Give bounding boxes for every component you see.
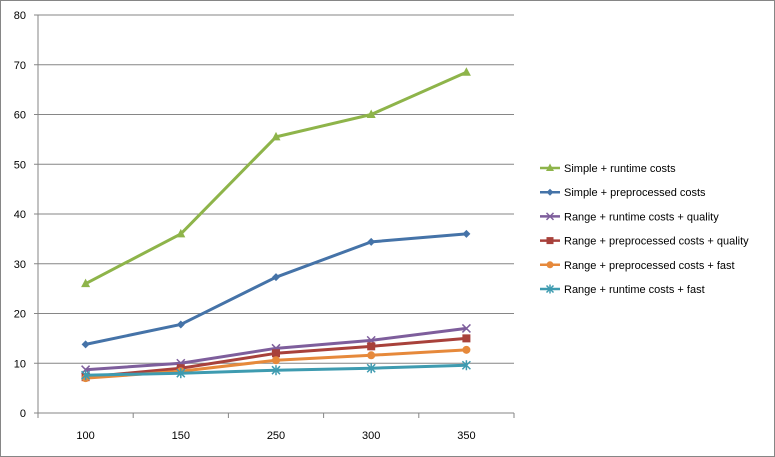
data-point	[81, 340, 90, 349]
legend-label: Simple + runtime costs	[564, 163, 676, 175]
legend-item: Simple + runtime costs	[540, 163, 676, 175]
y-tick-label: 0	[20, 408, 26, 420]
data-point	[462, 334, 471, 343]
legend-marker	[546, 261, 554, 269]
series-line	[85, 232, 467, 346]
legend-item: Range + runtime costs + quality	[540, 211, 719, 223]
y-tick-label: 40	[14, 209, 26, 221]
data-point	[461, 67, 471, 76]
data-point	[271, 365, 281, 376]
data-point	[367, 351, 376, 360]
data-point	[462, 229, 471, 238]
data-point	[272, 356, 280, 365]
data-point	[462, 345, 471, 354]
data-point	[461, 360, 471, 371]
data-point	[367, 342, 376, 351]
data-point	[461, 323, 471, 333]
data-point	[366, 109, 376, 118]
data-point	[176, 320, 185, 329]
y-tick-label: 60	[14, 110, 26, 122]
y-tick-label: 20	[14, 309, 26, 321]
legend-item: Range + preprocessed costs + fast	[540, 260, 735, 272]
legend-marker	[546, 163, 554, 171]
data-point	[81, 370, 91, 381]
legend-item: Simple + preprocessed costs	[540, 187, 706, 199]
legend-marker	[545, 284, 555, 294]
x-tick-label: 300	[362, 430, 380, 442]
data-point	[272, 273, 280, 282]
axes: 0 10 20 30 40 50 60 70 80 100 150 250 300 350	[14, 10, 515, 442]
gridlines	[38, 14, 514, 364]
data-point	[366, 363, 376, 374]
series-0	[81, 67, 471, 288]
legend-label: Simple + preprocessed costs	[564, 187, 706, 199]
legend-item: Range + runtime costs + fast	[540, 284, 705, 296]
data-point	[81, 278, 91, 288]
series-line	[84, 70, 468, 285]
data-point	[272, 349, 280, 358]
data-point	[176, 228, 186, 238]
data-point	[367, 237, 376, 246]
series	[81, 67, 471, 383]
y-tick-label: 30	[14, 259, 26, 271]
legend-marker	[546, 237, 554, 245]
legend-label: Range + preprocessed costs + quality	[564, 236, 749, 248]
y-tick-label: 10	[14, 358, 26, 370]
legend-label: Range + runtime costs + fast	[564, 284, 705, 296]
series-5	[81, 360, 471, 381]
x-tick-label: 150	[172, 430, 190, 442]
y-tick-label: 50	[14, 159, 26, 171]
legend-marker	[545, 212, 555, 221]
data-point	[271, 131, 281, 141]
data-point	[176, 368, 186, 379]
x-tick-label: 250	[267, 430, 285, 442]
x-tick-label: 100	[76, 430, 94, 442]
y-tick-label: 80	[14, 10, 26, 22]
legend: Simple + runtime costs Simple + preproces…	[540, 163, 749, 296]
legend-label: Range + preprocessed costs + fast	[564, 260, 735, 272]
legend-item: Range + preprocessed costs + quality	[540, 236, 749, 248]
legend-label: Range + runtime costs + quality	[564, 211, 719, 223]
legend-marker	[546, 188, 554, 196]
y-tick-label: 70	[14, 60, 26, 72]
x-tick-label: 350	[457, 430, 475, 442]
series-1	[81, 229, 471, 349]
